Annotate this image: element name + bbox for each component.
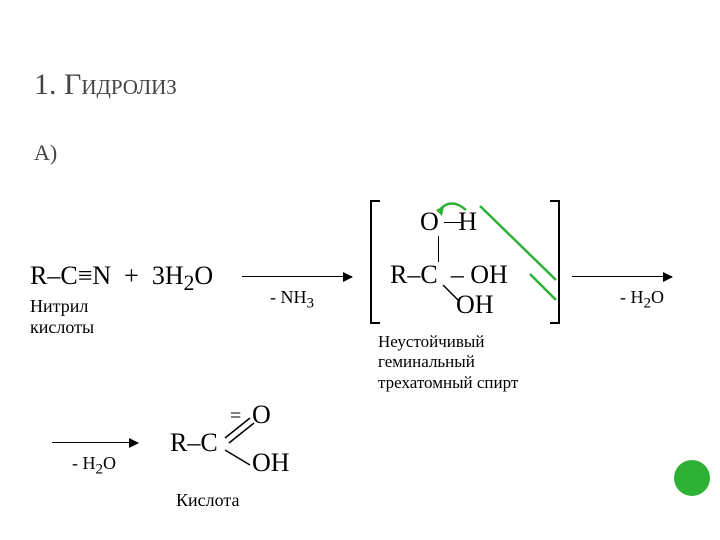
right-bracket [550, 200, 560, 324]
product-oh: OH [252, 448, 290, 478]
equals-icon: = [230, 405, 241, 428]
intermediate-top-bond [444, 222, 462, 223]
intermediate-mid: R–C – OH [390, 260, 508, 290]
reactant-triple: ≡ [78, 261, 93, 290]
arrow3-label: - H2O [72, 453, 116, 479]
intermediate-vert-bond [438, 236, 439, 262]
arrow2-label: - H2O [620, 287, 664, 313]
reactant-water: 3H2O [152, 261, 213, 290]
product-rc: R–C [170, 428, 218, 458]
reactant-n: N [92, 261, 111, 290]
page-title: 1. Гидролиз [34, 68, 177, 102]
reaction-arrow-2 [572, 276, 672, 277]
decorative-circle-icon [674, 460, 710, 496]
product-o: O [252, 400, 271, 430]
left-bracket [370, 200, 380, 324]
arrow1-label: - NH3 [270, 287, 314, 313]
intermediate-caption: Неустойчивый геминальный трехатомный спи… [378, 332, 518, 393]
reaction-arrow-3 [52, 442, 138, 443]
plus-sign: + [124, 261, 139, 290]
reaction-arrow-1 [242, 276, 352, 277]
reactant-rc: R–C [30, 261, 78, 290]
section-label: А) [34, 140, 57, 166]
intermediate-bot: OH [456, 290, 494, 320]
reactant-caption: Нитрил кислоты [30, 296, 94, 337]
product-caption: Кислота [176, 490, 239, 511]
